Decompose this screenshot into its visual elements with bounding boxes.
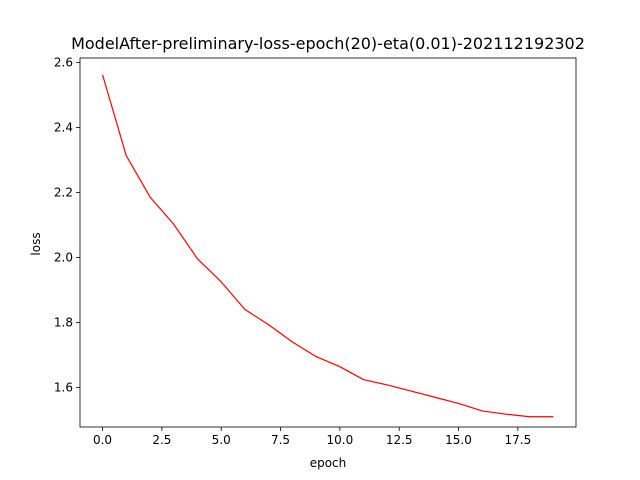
x-tick-label: 0.0 — [93, 433, 112, 447]
x-tick-label: 7.5 — [271, 433, 290, 447]
y-tick-label: 1.6 — [54, 380, 73, 394]
loss-series-line — [101, 74, 554, 418]
x-tick-label: 15.0 — [445, 433, 472, 447]
y-tick-label: 2.4 — [54, 120, 73, 134]
y-tick-label: 2.6 — [54, 55, 73, 69]
y-tick-label: 1.8 — [54, 315, 73, 329]
y-tick-label: 2.0 — [54, 250, 73, 264]
plot-frame — [79, 57, 577, 428]
x-tick-label: 5.0 — [212, 433, 231, 447]
x-tick-label: 2.5 — [152, 433, 171, 447]
x-tick-label: 10.0 — [327, 433, 354, 447]
x-tick-label: 12.5 — [386, 433, 413, 447]
plot-layer: 0.0 2.5 5.0 7.5 10.0 12.5 15.0 17.5 1.6 1.8 2.0 2.2… — [54, 55, 577, 447]
x-axis-label: epoch — [310, 456, 347, 470]
x-tick-label: 17.5 — [504, 433, 531, 447]
y-axis-label: loss — [29, 232, 43, 255]
chart-title: ModelAfter-preliminary-loss-epoch(20)-et… — [71, 34, 585, 53]
y-tick-label: 2.2 — [54, 185, 73, 199]
